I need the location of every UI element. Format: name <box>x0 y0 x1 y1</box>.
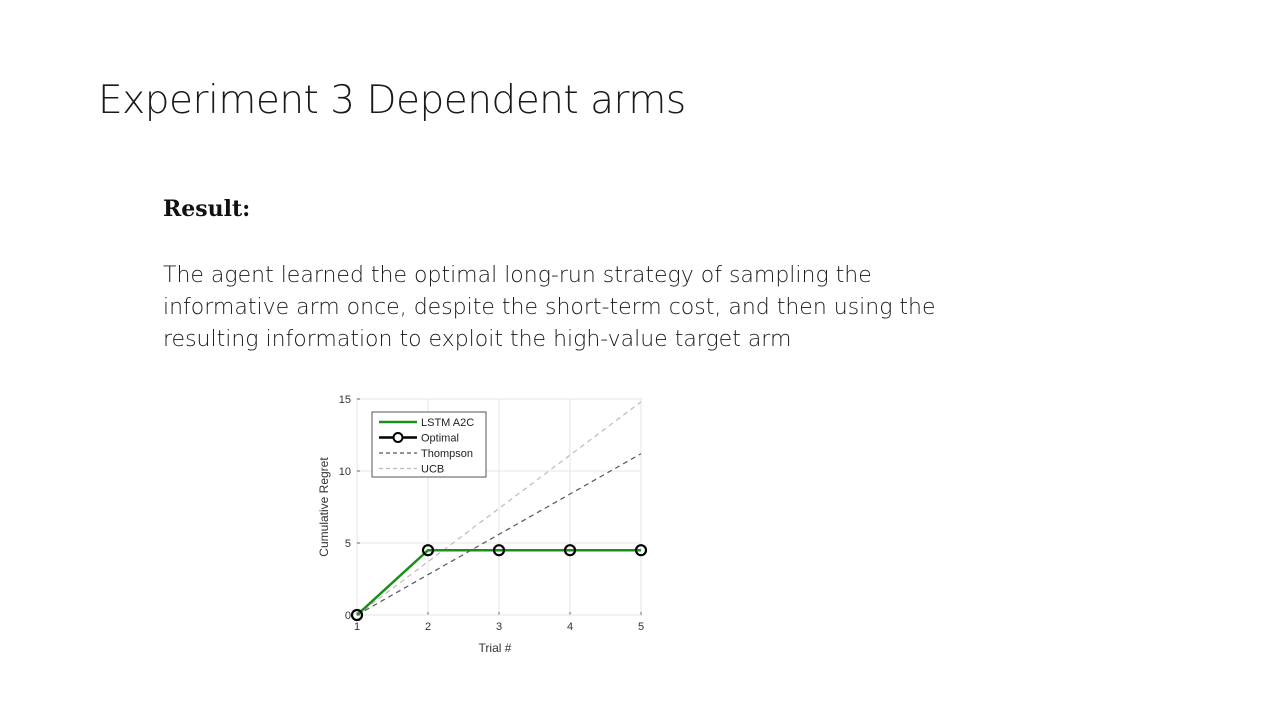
optimal-point <box>421 544 435 557</box>
y-tick-label: 5 <box>345 538 351 550</box>
legend-label: UCB <box>421 464 444 476</box>
optimal-point <box>350 608 364 622</box>
y-tick-label: 10 <box>339 466 351 478</box>
regret-chart: 1 2 3 4 5 0 5 10 15 Trial # Cumulative Regret LS… <box>300 385 660 665</box>
optimal-point <box>492 544 506 557</box>
y-tick-label: 0 <box>345 610 351 622</box>
x-axis-label: Trial # <box>479 641 512 655</box>
legend: LSTM A2C Optimal Thompson UCB <box>371 411 487 478</box>
legend-label: Optimal <box>421 433 459 445</box>
legend-label: Thompson <box>421 448 473 460</box>
tick-labels: 1 2 3 4 5 0 5 10 15 <box>339 394 644 633</box>
series-line-lstm-a2c <box>356 548 641 616</box>
y-axis-label: Cumulative Regret <box>317 457 331 557</box>
optimal-point <box>634 544 648 557</box>
legend-marker <box>392 432 404 443</box>
series-lines <box>356 401 642 616</box>
optimal-point <box>563 544 577 557</box>
result-heading: Result: <box>163 196 251 222</box>
x-tick-label: 4 <box>567 621 573 633</box>
y-tick-label: 15 <box>339 394 351 406</box>
slide-title: Experiment 3 Dependent arms <box>98 78 686 123</box>
grid-lines <box>356 398 642 616</box>
legend-label: LSTM A2C <box>421 417 474 429</box>
x-tick-label: 1 <box>354 621 360 633</box>
x-tick-label: 2 <box>425 621 431 633</box>
optimal-markers <box>350 544 648 622</box>
result-description: The agent learned the optimal long-run s… <box>163 263 936 352</box>
x-tick-label: 5 <box>638 621 644 633</box>
regret-chart-svg: 1 2 3 4 5 0 5 10 15 Trial # Cumulative Regret LS… <box>317 394 648 655</box>
series-line-thompson <box>356 453 642 616</box>
x-tick-label: 3 <box>496 621 502 633</box>
